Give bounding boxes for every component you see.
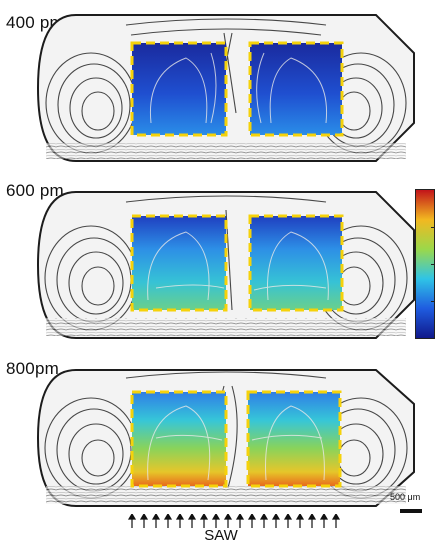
channel-image-600 [36, 191, 415, 339]
channel-image-800 [36, 369, 415, 507]
panel-label-800: 800pm [6, 359, 59, 378]
scale-bar [400, 509, 422, 513]
velocity-colorbar [415, 189, 435, 339]
scale-bar-label: 500 μm [390, 492, 421, 502]
channel-image-400 [36, 14, 415, 162]
panel-label-600: 600 pm [6, 181, 64, 200]
panel-label-400: 400 pm [6, 13, 64, 32]
saw-label: SAW [204, 527, 238, 544]
saw-arrows [128, 514, 341, 528]
